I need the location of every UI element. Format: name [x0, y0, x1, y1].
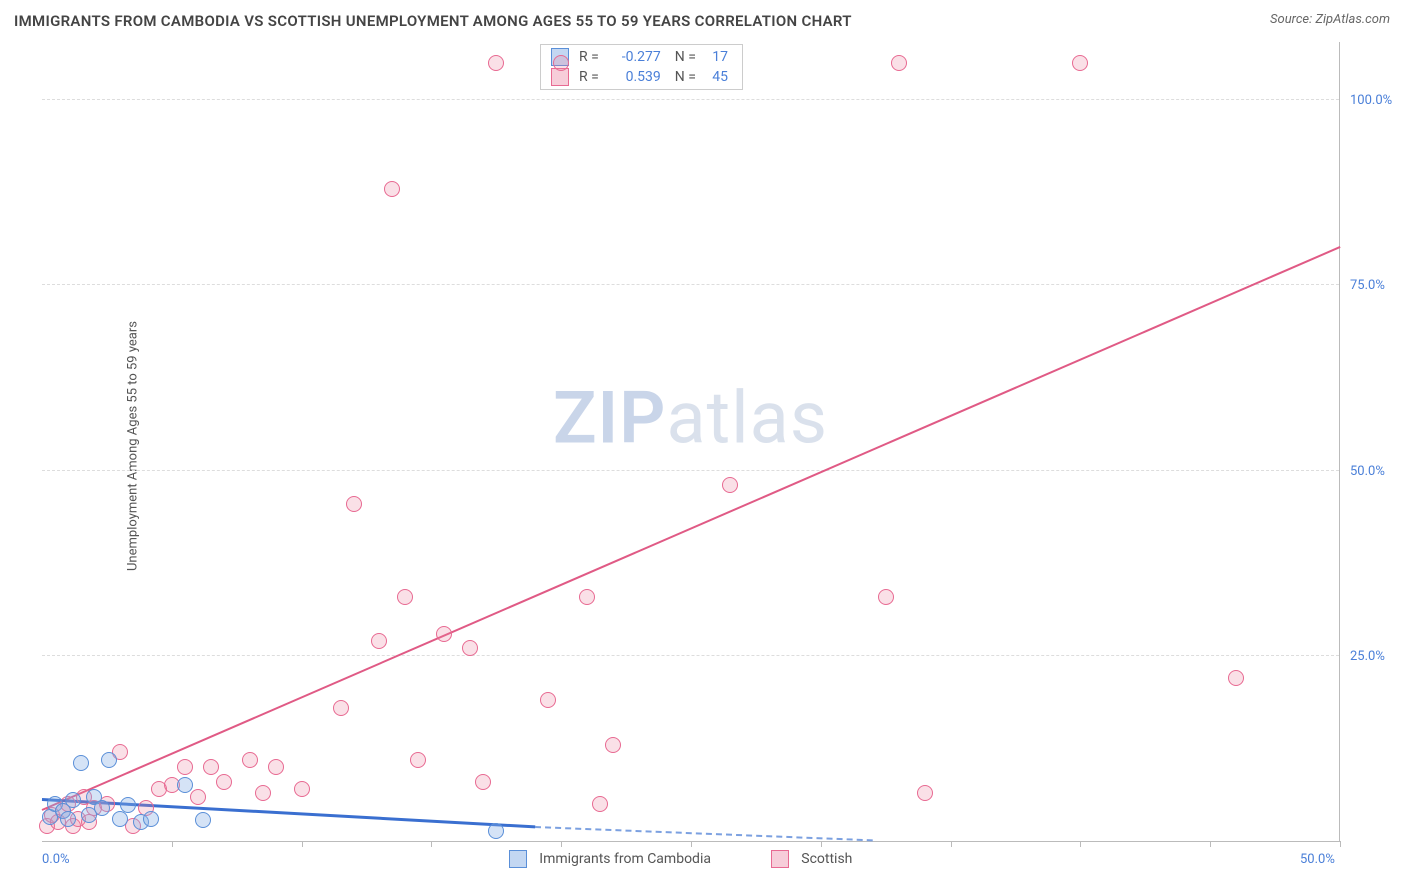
r-label: R =: [579, 49, 599, 65]
legend-swatch-blue: [509, 850, 527, 868]
scatter-point-pink: [475, 774, 491, 790]
x-tick-label: 50.0%: [1300, 852, 1335, 867]
n-value: 45: [700, 69, 728, 85]
y-tick-label: 50.0%: [1350, 464, 1385, 479]
gridline-h: [42, 99, 1339, 100]
scatter-point-blue: [94, 800, 110, 816]
scatter-point-pink: [1072, 55, 1088, 71]
scatter-point-blue: [60, 811, 76, 827]
bottom-legend-item: Scottish: [771, 850, 852, 868]
x-tick: [691, 841, 692, 847]
scatter-point-pink: [384, 181, 400, 197]
r-label: R =: [579, 69, 599, 85]
n-label: N =: [675, 69, 696, 85]
x-tick: [821, 841, 822, 847]
scatter-point-blue: [65, 792, 81, 808]
n-label: N =: [675, 49, 696, 65]
scatter-point-blue: [488, 823, 504, 839]
x-tick: [1210, 841, 1211, 847]
scatter-point-pink: [346, 496, 362, 512]
scatter-point-pink: [410, 752, 426, 768]
x-tick: [431, 841, 432, 847]
trend-line-blue-dashed: [535, 826, 873, 841]
scatter-point-pink: [216, 774, 232, 790]
watermark: ZIPatlas: [553, 375, 828, 460]
source-name: ZipAtlas.com: [1315, 12, 1390, 27]
watermark-zip: ZIP: [553, 375, 666, 460]
stats-legend-row: R =0.539 N =45: [541, 67, 742, 87]
scatter-point-blue: [195, 812, 211, 828]
x-tick-label: 0.0%: [42, 852, 70, 867]
scatter-point-pink: [605, 737, 621, 753]
scatter-point-blue: [120, 797, 136, 813]
scatter-point-blue: [101, 752, 117, 768]
scatter-point-pink: [268, 759, 284, 775]
source-attribution: Source: ZipAtlas.com: [1270, 12, 1390, 27]
gridline-h: [42, 284, 1339, 285]
x-tick: [302, 841, 303, 847]
scatter-point-pink: [436, 626, 452, 642]
scatter-point-pink: [579, 589, 595, 605]
y-tick-label: 75.0%: [1350, 278, 1385, 293]
r-value: 0.539: [603, 69, 661, 85]
scatter-point-pink: [294, 781, 310, 797]
y-tick-label: 100.0%: [1350, 93, 1392, 108]
scatter-point-pink: [190, 789, 206, 805]
n-value: 17: [700, 49, 728, 65]
plot-area: ZIPatlas R =-0.277 N =17 R =0.539 N =45: [42, 42, 1340, 842]
chart-title: IMMIGRANTS FROM CAMBODIA VS SCOTTISH UNE…: [14, 12, 852, 30]
scatter-point-blue: [143, 811, 159, 827]
bottom-legend-item: Immigrants from Cambodia: [509, 850, 711, 868]
scatter-point-pink: [592, 796, 608, 812]
legend-label: Immigrants from Cambodia: [539, 851, 711, 867]
stats-legend-row: R =-0.277 N =17: [541, 47, 742, 67]
scatter-point-pink: [488, 55, 504, 71]
source-prefix: Source:: [1270, 12, 1315, 27]
scatter-point-pink: [462, 640, 478, 656]
scatter-point-pink: [1228, 670, 1244, 686]
gridline-h: [42, 470, 1339, 471]
scatter-point-pink: [177, 759, 193, 775]
legend-swatch-pink: [771, 850, 789, 868]
scatter-point-pink: [553, 55, 569, 71]
scatter-point-pink: [397, 589, 413, 605]
gridline-h: [42, 655, 1339, 656]
y-tick-label: 25.0%: [1350, 649, 1385, 664]
scatter-point-pink: [891, 55, 907, 71]
scatter-point-pink: [917, 785, 933, 801]
scatter-point-pink: [333, 700, 349, 716]
r-value: -0.277: [603, 49, 661, 65]
scatter-point-pink: [203, 759, 219, 775]
scatter-point-pink: [722, 477, 738, 493]
x-tick: [172, 841, 173, 847]
x-tick: [1080, 841, 1081, 847]
trend-line-pink: [42, 246, 1341, 811]
x-tick: [561, 841, 562, 847]
watermark-atlas: atlas: [666, 375, 828, 460]
scatter-point-pink: [371, 633, 387, 649]
scatter-point-pink: [540, 692, 556, 708]
scatter-point-pink: [242, 752, 258, 768]
x-tick: [951, 841, 952, 847]
scatter-point-pink: [255, 785, 271, 801]
scatter-point-blue: [73, 755, 89, 771]
legend-label: Scottish: [801, 851, 852, 867]
scatter-point-pink: [878, 589, 894, 605]
scatter-point-blue: [177, 777, 193, 793]
x-tick: [1340, 841, 1341, 847]
stats-legend-box: R =-0.277 N =17 R =0.539 N =45: [540, 44, 743, 90]
